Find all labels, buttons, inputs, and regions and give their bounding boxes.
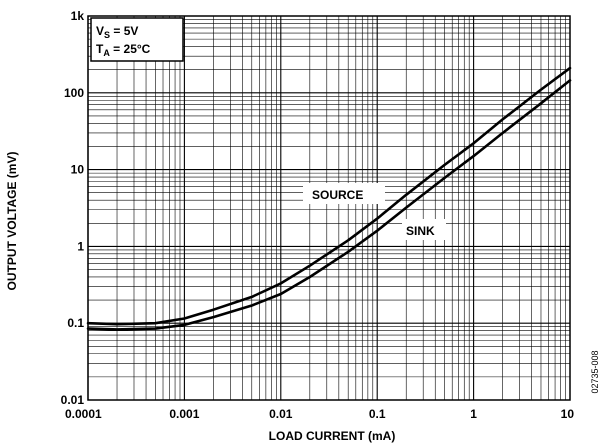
sink-label: SINK: [406, 224, 435, 238]
plot-frame: [87, 15, 571, 401]
tick-labels: 0.0001 0.001 0.01 0.1 1 10 0.01 0.1 1 10 100 1k: [61, 9, 575, 421]
series-sink-line: [86, 79, 572, 331]
y-axis-label: OUTPUT VOLTAGE (mV): [5, 152, 19, 291]
grid: [87, 16, 570, 401]
x-tick-label: 10: [561, 407, 575, 421]
ta-symbol: T: [96, 42, 104, 56]
ambient-temp-label: TA = 25°C: [96, 42, 151, 58]
source-label: SOURCE: [312, 188, 363, 202]
y-tick-label: 10: [71, 163, 85, 177]
x-tick-label: 0.01: [269, 407, 293, 421]
y-tick-label: 100: [64, 86, 84, 100]
x-tick-label: 0.1: [369, 407, 386, 421]
x-axis-label: LOAD CURRENT (mA): [269, 429, 396, 443]
series-layer: [86, 66, 572, 331]
x-tick-label: 1: [470, 407, 477, 421]
source-annotation-bg: [303, 183, 385, 204]
y-tick-label: 1: [77, 239, 84, 253]
y-tick-label: 0.01: [61, 393, 85, 407]
ta-value: = 25°C: [110, 42, 151, 56]
vs-subscript: S: [104, 30, 110, 40]
y-tick-label: 0.1: [67, 316, 84, 330]
series-source-line: [86, 66, 572, 326]
x-tick-label: 0.001: [169, 407, 199, 421]
vs-symbol: V: [96, 24, 104, 38]
conditions-box: VS = 5V TA = 25°C: [90, 17, 184, 62]
y-tick-label: 1k: [71, 9, 85, 23]
source-annotation: SOURCE: [303, 183, 385, 204]
ta-subscript: A: [103, 48, 110, 58]
x-tick-label: 0.0001: [65, 407, 102, 421]
sink-annotation-bg: [402, 219, 446, 240]
figure-id: 02735-008: [590, 350, 600, 393]
sink-annotation: SINK: [402, 219, 446, 240]
conditions-box-bg: [90, 17, 184, 62]
supply-voltage-label: VS = 5V: [96, 24, 138, 40]
vs-value: = 5V: [110, 24, 138, 38]
